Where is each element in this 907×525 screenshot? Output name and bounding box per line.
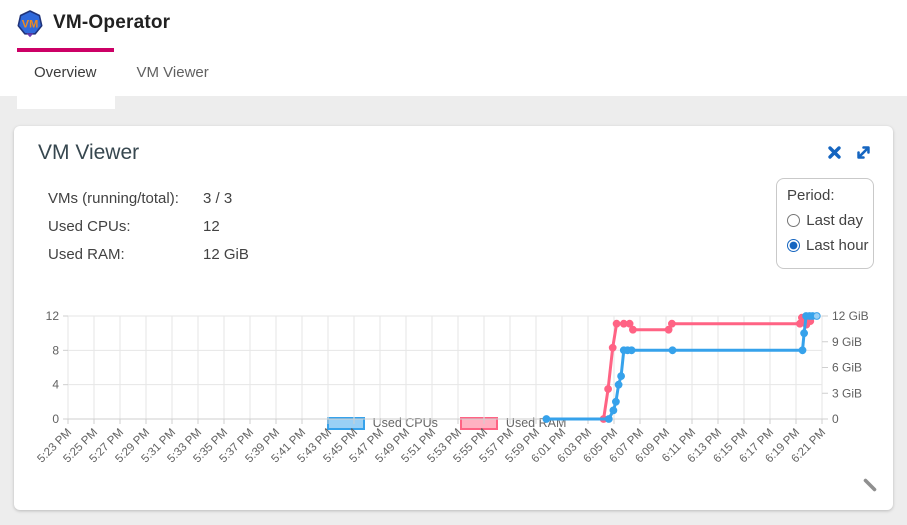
panel-title: VM Viewer [38,141,140,164]
close-panel-button[interactable] [824,142,844,162]
svg-text:4: 4 [52,378,59,392]
last-hour-radio[interactable] [787,238,800,253]
stat-row-ram: Used RAM: 12 GiB [48,240,249,268]
stat-row-vms: VMs (running/total): 3 / 3 [48,184,249,212]
svg-text:8: 8 [52,343,59,357]
last-day-radio[interactable] [787,213,801,228]
stat-label: Used RAM: [48,245,125,263]
legend-swatch-used-ram[interactable] [459,416,498,430]
vm-operator-logo-icon: VM [17,10,43,38]
svg-text:0: 0 [832,412,839,426]
stat-label: VMs (running/total): [48,189,179,207]
stat-value: 12 [203,217,220,235]
period-label: Period: [787,187,835,204]
tab-overview[interactable]: Overview [17,48,114,96]
stat-row-cpus: Used CPUs: 12 [48,212,249,240]
svg-text:3 GiB: 3 GiB [832,386,862,400]
period-selector: Period: Last day Last hour [776,178,874,269]
active-tab-notch [17,96,115,109]
resize-handle-icon[interactable] [861,476,879,494]
stat-value: 12 GiB [203,245,249,263]
expand-panel-button[interactable] [853,142,873,162]
expand-icon [856,145,870,159]
vm-viewer-panel: VM Viewer VMs (running/total): 3 / 3 Use… [14,126,893,510]
svg-text:6 GiB: 6 GiB [832,361,862,375]
radio-last-day[interactable]: Last day [787,208,863,233]
radio-last-hour[interactable]: Last hour [787,233,869,258]
app-header: VM VM-Operator [0,0,907,48]
svg-text:9 GiB: 9 GiB [832,335,862,349]
vm-stats: VMs (running/total): 3 / 3 Used CPUs: 12… [48,184,249,268]
svg-text:0: 0 [52,412,59,426]
tab-bar: Overview VM Viewer [0,48,907,96]
tab-vm-viewer[interactable]: VM Viewer [119,48,226,96]
radio-label: Last day [806,212,863,229]
svg-text:12 GiB: 12 GiB [832,309,869,323]
radio-label: Last hour [806,237,869,254]
app-title: VM-Operator [53,12,171,33]
svg-text:12: 12 [46,309,60,323]
stat-label: Used CPUs: [48,217,131,235]
close-icon [827,145,841,159]
panel-actions [824,142,873,162]
stat-value: 3 / 3 [203,189,233,207]
svg-text:VM: VM [22,19,39,31]
